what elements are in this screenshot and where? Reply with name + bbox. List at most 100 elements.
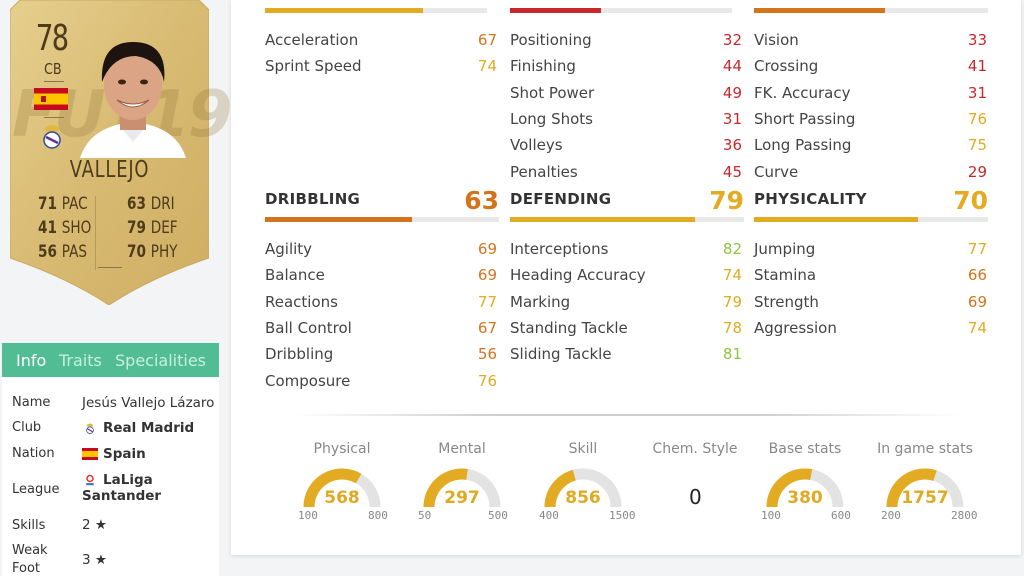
- stat-value: 76: [477, 371, 497, 390]
- stat-value: 69: [477, 240, 497, 258]
- physicality-bar-fill: [754, 217, 918, 222]
- dribbling-bar: [265, 217, 499, 222]
- gauge-min: 50: [418, 509, 432, 522]
- stat-name: Penalties: [510, 162, 578, 181]
- gauge-arc: [766, 468, 844, 508]
- card-stat-phy: 70 PHY: [127, 242, 177, 262]
- gauge-arc: [303, 468, 381, 508]
- stat-name: Stamina: [754, 266, 817, 285]
- spain-flag-icon: [34, 88, 68, 110]
- stat-value: 36: [722, 136, 742, 155]
- card-stat-label: SHO: [61, 218, 92, 238]
- gauge-label: Base stats: [768, 441, 842, 457]
- card-stat-label: PAS: [61, 242, 88, 262]
- gauge-value: 568: [324, 488, 360, 508]
- card-bottom-line: [98, 267, 122, 268]
- card-player-name: VALLEJO: [69, 157, 150, 183]
- club-name: Real Madrid: [103, 420, 195, 436]
- card-stat-label: PHY: [150, 242, 178, 262]
- stat-name: Acceleration: [265, 31, 359, 49]
- stat-name: Aggression: [754, 318, 837, 337]
- stat-name: Balance: [265, 266, 325, 285]
- shooting-bar: [510, 8, 732, 13]
- stat-value: 76: [967, 109, 987, 128]
- stat-name: Long Shots: [510, 109, 593, 128]
- info-name-label: Name: [12, 395, 51, 410]
- stat-name: Vision: [754, 31, 799, 49]
- stat-value: 67: [477, 31, 497, 49]
- card-rating: 78: [36, 18, 69, 59]
- info-weakfoot-label-line2: Foot: [12, 561, 41, 576]
- info-weakfoot-label-line1: Weak: [12, 543, 48, 558]
- stat-value: 82: [722, 240, 742, 258]
- stat-value: 67: [477, 318, 497, 337]
- card-stat-pac: 71 PAC: [38, 194, 88, 214]
- stat-name: Interceptions: [510, 240, 609, 258]
- gauge-label: Physical: [313, 441, 371, 457]
- pace-bar: [265, 8, 487, 13]
- stat-name: Agility: [265, 240, 313, 258]
- stat-name: Standing Tackle: [510, 318, 628, 337]
- gauge-fill: [423, 468, 468, 508]
- card-stats-divider: [95, 196, 96, 270]
- gauge-max: 800: [368, 509, 388, 522]
- info-club-value[interactable]: Real Madrid: [82, 420, 194, 436]
- stat-value: 74: [722, 266, 742, 285]
- stat-name: Composure: [265, 371, 351, 390]
- passing-bar: [754, 8, 988, 13]
- tab-traits[interactable]: Traits: [59, 351, 102, 370]
- real-madrid-crest-icon: [86, 423, 94, 434]
- stat-value: 69: [967, 292, 987, 311]
- physicality-title: PHYSICALITY: [754, 190, 867, 208]
- stat-name: Long Passing: [754, 136, 852, 155]
- gauge-min: 100: [298, 509, 318, 522]
- gauge-value: 380: [787, 488, 823, 508]
- defending-bar-fill: [510, 217, 695, 222]
- shooting-bar-fill: [510, 8, 602, 13]
- card-stat-label: DRI: [150, 194, 175, 214]
- physicality-bar: [754, 217, 988, 222]
- card-divider: [44, 81, 64, 82]
- info-skills-value: 2 ★: [82, 517, 107, 533]
- stat-value: 44: [722, 57, 742, 76]
- stat-name: Positioning: [510, 31, 592, 49]
- physicality-value: 70: [953, 186, 988, 215]
- stat-value: 33: [967, 31, 987, 49]
- stat-value: 77: [477, 292, 497, 311]
- league-name-line2: Santander: [82, 488, 162, 504]
- stat-value: 56: [477, 345, 497, 364]
- stat-name: Heading Accuracy: [510, 266, 646, 285]
- card-stat-value: 70: [127, 242, 146, 262]
- card-stat-value: 71: [38, 194, 57, 214]
- gauge-value: 1757: [901, 488, 949, 508]
- card-stat-label: DEF: [150, 218, 178, 238]
- real-madrid-crest-icon: [43, 125, 61, 149]
- stat-name: Dribbling: [265, 345, 334, 364]
- tab-specialities[interactable]: Specialities: [115, 351, 206, 370]
- info-nation-label: Nation: [12, 446, 55, 461]
- stats-panel: Acceleration 67 Sprint Speed 74 Positioning…: [231, 0, 1021, 555]
- dribbling-title: DRIBBLING: [265, 190, 361, 208]
- stat-name: Shot Power: [510, 83, 595, 102]
- stat-value: 74: [967, 318, 987, 337]
- stat-value: 69: [477, 266, 497, 285]
- stat-name: Jumping: [754, 240, 816, 258]
- stat-value: 45: [722, 162, 742, 181]
- info-nation-value[interactable]: Spain: [82, 446, 146, 462]
- card-stat-label: PAC: [61, 194, 88, 214]
- info-league-value[interactable]: LaLiga Santander: [82, 472, 161, 504]
- stat-value: 75: [967, 136, 987, 155]
- stat-name: Short Passing: [754, 109, 856, 128]
- dribbling-bar-fill: [265, 217, 413, 222]
- card-stat-dri: 63 DRI: [127, 194, 175, 214]
- card-stat-def: 79 DEF: [127, 218, 178, 238]
- stat-value: 74: [477, 57, 497, 76]
- gauge-max: 600: [831, 509, 851, 522]
- stat-name: Reactions: [265, 292, 338, 311]
- laliga-logo-icon: [86, 474, 94, 486]
- stat-value: 31: [722, 109, 742, 128]
- card-stat-value: 41: [38, 218, 57, 238]
- info-name-value: Jesús Vallejo Lázaro: [82, 395, 215, 411]
- stat-name: Volleys: [510, 136, 563, 155]
- tab-info[interactable]: Info: [16, 351, 47, 370]
